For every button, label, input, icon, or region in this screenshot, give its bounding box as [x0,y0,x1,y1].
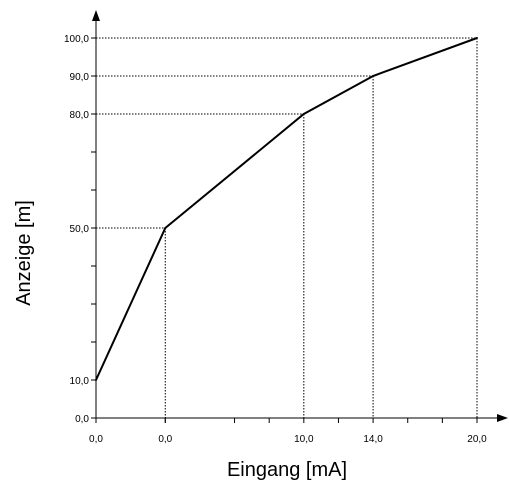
x-axis-arrow [497,414,508,422]
y-tick-label: 90,0 [70,72,90,83]
y-tick-label: 0,0 [75,414,89,425]
data-point [372,75,375,77]
x-tick-label: 10,0 [294,434,314,445]
data-point [95,379,97,381]
y-tick-label: 80,0 [70,110,90,121]
y-tick-label: 50,0 [70,224,90,235]
y-axis-label: Anzeige [m] [13,200,35,306]
data-point [476,37,478,39]
y-tick-labels: 0,0 10,0 50,0 80,0 90,0 100,0 [64,34,89,425]
x-axis-label: Eingang [mA] [227,459,347,481]
x-tick-label: 0,0 [89,434,103,445]
x-tick-labels: 0,0 0,0 10,0 14,0 20,0 [89,434,487,445]
axes [91,10,508,423]
series-line [95,37,478,381]
reference-lines [96,37,478,418]
minor-ticks [91,151,443,423]
y-axis-arrow [92,10,100,21]
series-layer [95,37,478,381]
x-tick-label: 14,0 [363,434,383,445]
x-tick-label: 0,0 [158,434,172,445]
data-point [302,113,305,115]
x-tick-label: 20,0 [467,434,487,445]
data-point [164,227,167,229]
y-tick-label: 10,0 [70,376,90,387]
y-tick-label: 100,0 [64,34,89,45]
